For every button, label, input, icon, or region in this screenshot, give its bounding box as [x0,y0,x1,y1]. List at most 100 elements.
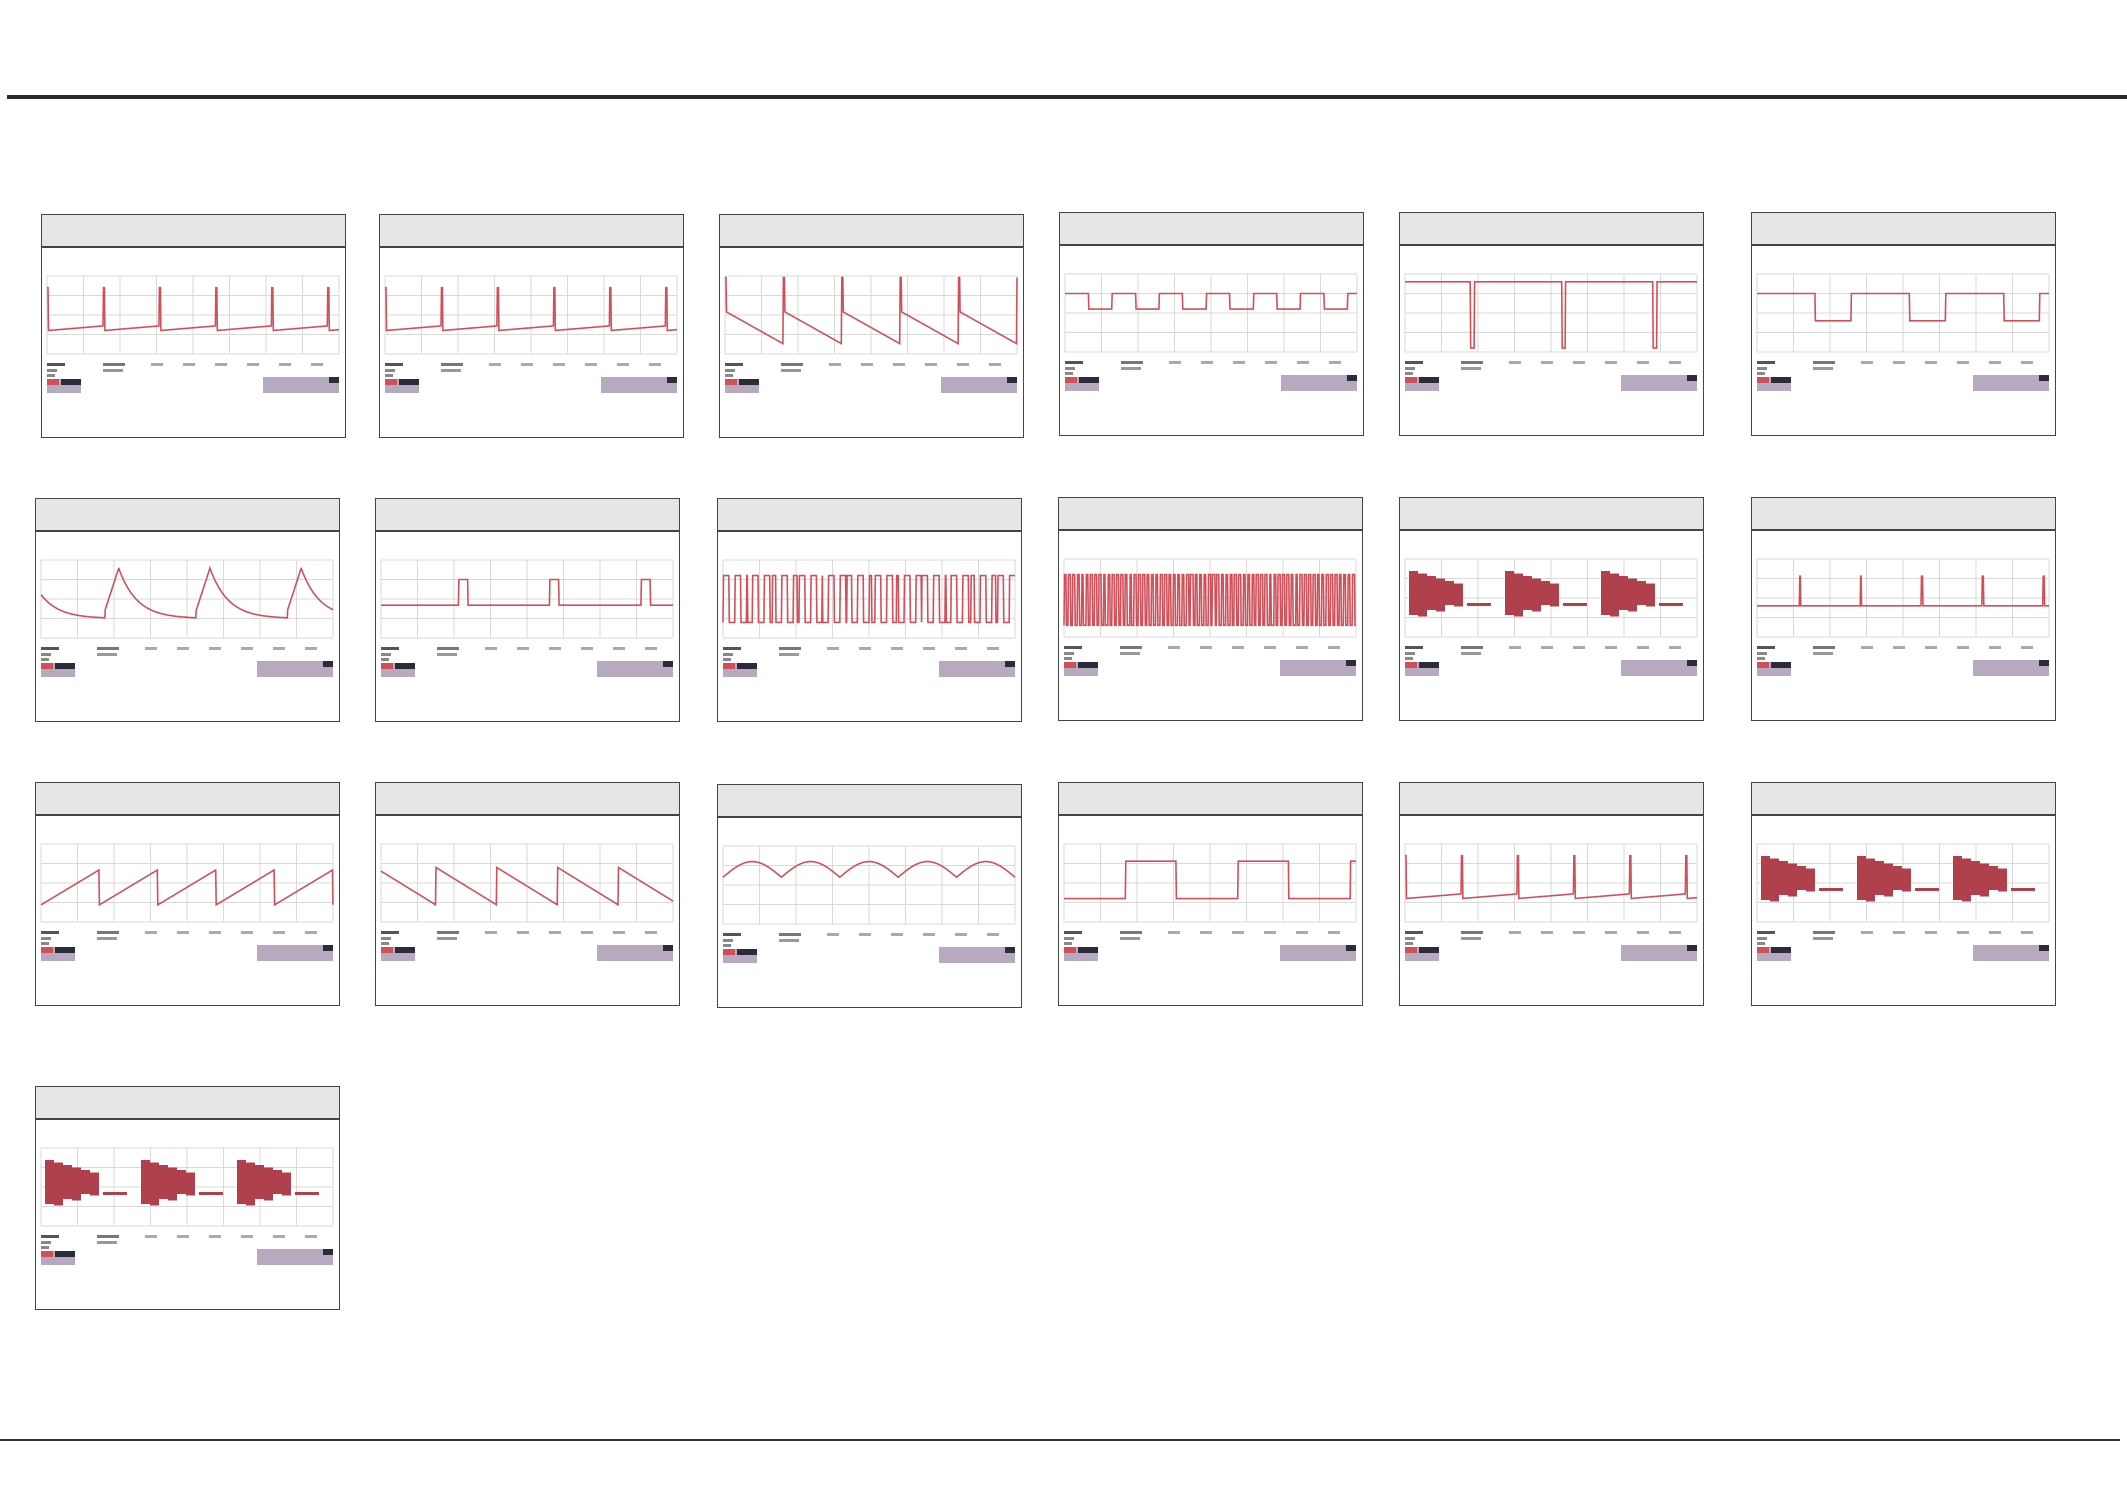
waveform-plot [380,559,674,677]
burst-segment [1445,581,1454,605]
burst-tail [199,1192,223,1195]
waveform-plot [1063,843,1357,961]
burst-segment [81,1170,90,1194]
waveform-plot [724,275,1018,393]
measurement-readout [1064,646,1356,676]
scope-grid [40,843,334,923]
scope-grid [1756,558,2050,638]
waveform-trace [722,574,1015,624]
burst-segment [1541,581,1550,605]
burst-segment [159,1165,168,1199]
panel-title-bar [1751,212,2056,245]
waveform-trace [722,860,1016,879]
measurement-readout [723,647,1015,677]
burst-segment [72,1167,81,1201]
burst-segment [1806,868,1815,892]
waveform-trace [1761,856,2035,902]
waveform-plot [1756,558,2050,676]
panel-title-bar [1058,782,1363,815]
scope-grid [1756,273,2050,353]
burst-segment [264,1167,273,1201]
waveform-plot [1064,273,1358,391]
burst-tail [2011,888,2035,891]
panel-title-bar [1751,497,2056,530]
scope-panel [1751,212,2056,436]
scope-grid [1404,273,1698,353]
burst-segment [1637,581,1646,605]
waveform-trace [1063,573,1356,627]
burst-tail [1915,888,1939,891]
burst-segment [1998,868,2007,892]
burst-segment [1953,856,1962,900]
scope-panel [719,214,1024,438]
panel-title-bar [379,214,684,247]
burst-segment [1770,858,1779,902]
measurement-readout [47,363,339,393]
burst-segment [1514,573,1523,617]
measurement-readout [385,363,677,393]
waveform-plot [40,559,334,677]
burst-segment [1427,576,1436,610]
panel-title-bar [1399,782,1704,815]
panel-title-bar [717,498,1022,531]
burst-segment [1866,858,1875,902]
burst-segment [1893,866,1902,890]
measurement-readout [1065,361,1357,391]
scope-panel [1751,497,2056,721]
waveform-trace [1405,854,1697,900]
waveform-plot [46,275,340,393]
scope-panel [1751,782,2056,1006]
burst-segment [150,1162,159,1206]
panel-title-bar [35,1086,340,1119]
measurement-readout [1757,361,2049,391]
burst-segment [1550,583,1559,607]
waveform-plot [1404,558,1698,676]
burst-tail [1563,603,1587,606]
burst-segment [1779,861,1788,895]
bottom-divider [0,1439,2120,1441]
waveform-trace [40,868,334,907]
burst-segment [1884,863,1893,897]
panel-title-bar [35,498,340,531]
burst-tail [1467,603,1491,606]
waveform-trace [1065,292,1357,310]
burst-segment [1962,858,1971,902]
burst-segment [1436,578,1445,612]
burst-segment [255,1165,264,1199]
waveform-trace [45,1160,319,1206]
burst-segment [1902,868,1911,892]
measurement-readout [41,1235,333,1265]
burst-segment [141,1160,150,1204]
panel-title-bar [375,498,680,531]
measurement-readout [1405,646,1697,676]
waveform-trace [385,286,677,332]
burst-segment [168,1167,177,1201]
scope-panel [1058,497,1363,721]
scope-panel [717,784,1022,1008]
scope-panel [1058,782,1363,1006]
scope-grid [380,559,674,639]
waveform-plot [1756,273,2050,391]
burst-segment [54,1162,63,1206]
waveform-plot [1404,273,1698,391]
burst-segment [1610,573,1619,617]
scope-grid [380,843,674,923]
waveform-plot [1404,843,1698,961]
waveform-trace [381,578,673,606]
scope-panel [41,214,346,438]
burst-segment [1601,571,1610,615]
waveform-plot [40,1147,334,1265]
burst-segment [246,1162,255,1206]
panel-title-bar [1399,497,1704,530]
burst-segment [1980,863,1989,897]
measurement-readout [41,931,333,961]
waveform-plot [722,559,1016,677]
scope-panel [717,498,1022,722]
measurement-readout [723,933,1015,963]
burst-segment [1409,571,1418,615]
scope-grid [40,559,334,639]
waveform-plot [1756,843,2050,961]
burst-segment [177,1170,186,1194]
scope-grid [722,845,1016,925]
waveform-trace [1757,292,2049,322]
